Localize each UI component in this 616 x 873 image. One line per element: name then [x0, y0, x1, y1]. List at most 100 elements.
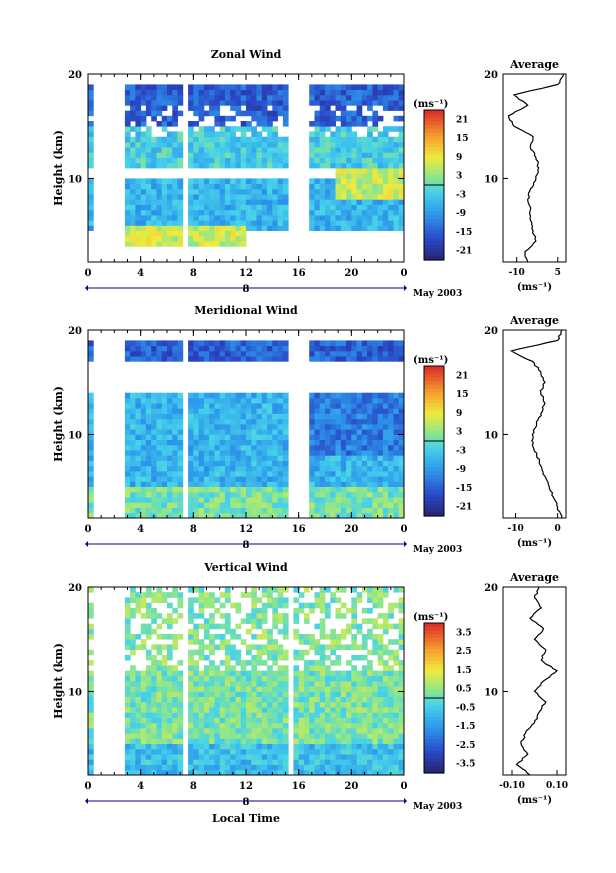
heatmap-cell [382, 512, 389, 519]
heatmap-cell [193, 491, 199, 498]
colorbar-swatch [424, 482, 444, 487]
heatmap-cell [388, 89, 394, 96]
heatmap-cell [224, 754, 231, 760]
heatmap-cell [193, 188, 199, 195]
heatmap-cell [188, 199, 194, 205]
heatmap-cell [398, 455, 405, 461]
heatmap-cell [367, 392, 373, 399]
heatmap-cell [267, 717, 273, 724]
heatmap-cell [246, 178, 252, 184]
colorbar-swatch [424, 185, 444, 190]
heatmap-cell [88, 126, 94, 132]
heatmap-cell [277, 502, 284, 508]
heatmap-cell [130, 649, 136, 656]
heatmap-cell [314, 491, 321, 498]
heatmap-cell [124, 345, 131, 352]
heatmap-cell [261, 649, 268, 656]
heatmap-cell [277, 157, 284, 164]
heatmap-cell [124, 497, 131, 503]
heatmap-cell [335, 465, 342, 472]
heatmap-cell [219, 681, 226, 687]
heatmap-cell [135, 215, 142, 221]
heatmap-cell [367, 759, 373, 765]
heatmap-cell [251, 100, 257, 106]
heatmap-cell [188, 147, 194, 153]
heatmap-cell [325, 717, 331, 724]
heatmap-cell [135, 152, 142, 158]
heatmap-cell [319, 486, 326, 493]
heatmap-cell [361, 691, 368, 697]
heatmap-cell [161, 235, 168, 242]
heatmap-cell [198, 717, 205, 724]
heatmap-cell [251, 634, 257, 640]
colorbar-swatch [424, 716, 444, 722]
heatmap-cell [256, 147, 263, 153]
heatmap-cell [314, 450, 321, 456]
heatmap-cell [314, 356, 321, 362]
day-marker-arrow-right [404, 541, 407, 547]
heatmap-cell [398, 696, 405, 703]
heatmap-cell [335, 722, 342, 729]
heatmap-cell [340, 356, 347, 362]
heatmap-cell [256, 121, 263, 127]
heatmap-cell [377, 418, 384, 425]
heatmap-cell [124, 209, 131, 216]
heatmap-cell [177, 707, 184, 713]
heatmap-cell [325, 486, 331, 493]
heatmap-cell [156, 712, 163, 718]
heatmap-cell [235, 607, 242, 614]
heatmap-cell [177, 597, 184, 603]
heatmap-cell [382, 455, 389, 461]
heatmap-cell [172, 418, 178, 425]
heatmap-cell [235, 654, 242, 661]
heatmap-cell [151, 481, 157, 487]
heatmap-cell [135, 397, 142, 404]
heatmap-cell [177, 162, 184, 169]
heatmap-cell [356, 644, 363, 650]
heatmap-cell [325, 220, 331, 226]
heatmap-cell [277, 507, 284, 514]
heatmap-cell [214, 241, 221, 247]
heatmap-cell [235, 444, 242, 451]
heatmap-cell [330, 712, 336, 718]
heatmap-cell [361, 356, 368, 362]
heatmap-cell [167, 691, 173, 697]
heatmap-cell [261, 356, 268, 362]
heatmap-cell [193, 660, 199, 666]
heatmap-cell [135, 178, 142, 184]
heatmap-cell [340, 722, 347, 729]
heatmap-cell [398, 607, 405, 614]
heatmap-cell [272, 618, 278, 624]
heatmap-cell [261, 460, 268, 467]
heatmap-cell [393, 743, 400, 750]
heatmap-cell [193, 183, 199, 190]
heatmap-cell [145, 194, 152, 200]
heatmap-cell [314, 429, 321, 435]
heatmap-cell [124, 634, 131, 640]
heatmap-cell [198, 681, 205, 687]
heatmap-cell [198, 126, 205, 132]
heatmap-cell [203, 497, 210, 503]
heatmap-cell [145, 188, 152, 195]
heatmap-cell [335, 481, 342, 487]
heatmap-cell [235, 497, 242, 503]
day-marker-arrow-left [85, 285, 88, 291]
heatmap-cell [161, 712, 168, 718]
heatmap-cell [209, 460, 215, 467]
heatmap-cell [145, 126, 152, 132]
heatmap-cell [240, 356, 247, 362]
heatmap-cell [351, 408, 357, 414]
heatmap-cell [261, 429, 268, 435]
heatmap-cell [203, 618, 210, 624]
heatmap-cell [130, 215, 136, 221]
heatmap-cell [267, 507, 273, 514]
heatmap-cell [172, 450, 178, 456]
heatmap-cell [377, 460, 384, 467]
heatmap-cell [272, 764, 278, 771]
heatmap-cell [172, 717, 178, 724]
heatmap-cell [377, 486, 384, 493]
heatmap-cell [282, 623, 289, 630]
colorbar-swatch [424, 713, 444, 718]
heatmap-cell [330, 701, 336, 708]
heatmap-cell [193, 141, 199, 148]
